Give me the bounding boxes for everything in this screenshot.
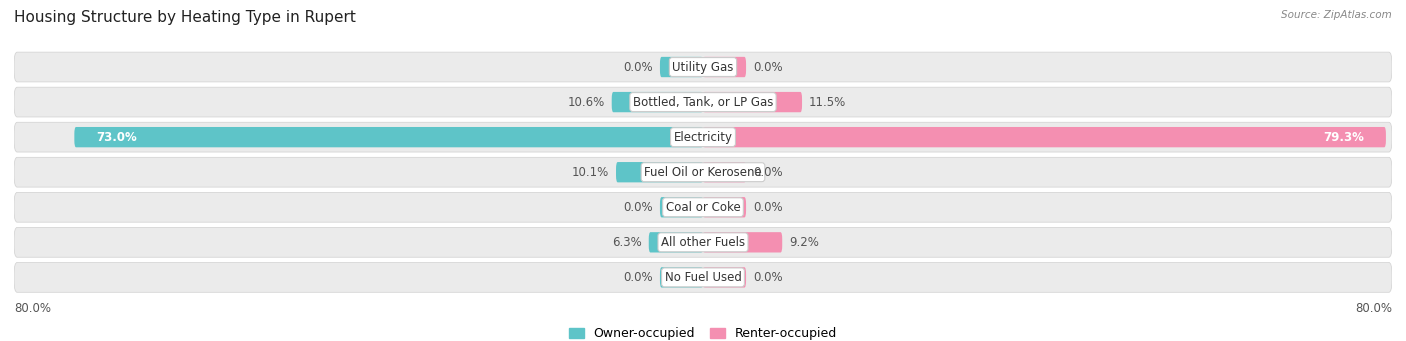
FancyBboxPatch shape xyxy=(14,122,1392,152)
Text: 0.0%: 0.0% xyxy=(754,166,783,179)
Text: Bottled, Tank, or LP Gas: Bottled, Tank, or LP Gas xyxy=(633,95,773,108)
FancyBboxPatch shape xyxy=(659,267,703,287)
FancyBboxPatch shape xyxy=(14,263,1392,292)
Text: 11.5%: 11.5% xyxy=(808,95,846,108)
Text: Housing Structure by Heating Type in Rupert: Housing Structure by Heating Type in Rup… xyxy=(14,10,356,25)
Legend: Owner-occupied, Renter-occupied: Owner-occupied, Renter-occupied xyxy=(564,322,842,341)
FancyBboxPatch shape xyxy=(703,162,747,182)
FancyBboxPatch shape xyxy=(14,87,1392,117)
Text: Coal or Coke: Coal or Coke xyxy=(665,201,741,214)
FancyBboxPatch shape xyxy=(14,52,1392,82)
FancyBboxPatch shape xyxy=(659,57,703,77)
Text: 0.0%: 0.0% xyxy=(623,60,652,74)
Text: Utility Gas: Utility Gas xyxy=(672,60,734,74)
Text: 6.3%: 6.3% xyxy=(612,236,643,249)
Text: 80.0%: 80.0% xyxy=(14,302,51,315)
FancyBboxPatch shape xyxy=(14,157,1392,187)
Text: 0.0%: 0.0% xyxy=(754,201,783,214)
FancyBboxPatch shape xyxy=(648,232,703,252)
FancyBboxPatch shape xyxy=(14,192,1392,222)
FancyBboxPatch shape xyxy=(703,267,747,287)
Text: 73.0%: 73.0% xyxy=(96,131,136,144)
FancyBboxPatch shape xyxy=(616,162,703,182)
FancyBboxPatch shape xyxy=(703,197,747,218)
FancyBboxPatch shape xyxy=(14,227,1392,257)
Text: Fuel Oil or Kerosene: Fuel Oil or Kerosene xyxy=(644,166,762,179)
Text: All other Fuels: All other Fuels xyxy=(661,236,745,249)
FancyBboxPatch shape xyxy=(75,127,703,147)
Text: 0.0%: 0.0% xyxy=(623,201,652,214)
FancyBboxPatch shape xyxy=(703,127,1386,147)
Text: Source: ZipAtlas.com: Source: ZipAtlas.com xyxy=(1281,10,1392,20)
FancyBboxPatch shape xyxy=(612,92,703,112)
Text: 0.0%: 0.0% xyxy=(754,60,783,74)
Text: 80.0%: 80.0% xyxy=(1355,302,1392,315)
Text: 0.0%: 0.0% xyxy=(623,271,652,284)
Text: 10.6%: 10.6% xyxy=(568,95,605,108)
FancyBboxPatch shape xyxy=(659,197,703,218)
Text: 10.1%: 10.1% xyxy=(572,166,609,179)
Text: 79.3%: 79.3% xyxy=(1323,131,1364,144)
Text: 9.2%: 9.2% xyxy=(789,236,818,249)
Text: No Fuel Used: No Fuel Used xyxy=(665,271,741,284)
FancyBboxPatch shape xyxy=(703,232,782,252)
Text: 0.0%: 0.0% xyxy=(754,271,783,284)
FancyBboxPatch shape xyxy=(703,92,801,112)
FancyBboxPatch shape xyxy=(703,57,747,77)
Text: Electricity: Electricity xyxy=(673,131,733,144)
